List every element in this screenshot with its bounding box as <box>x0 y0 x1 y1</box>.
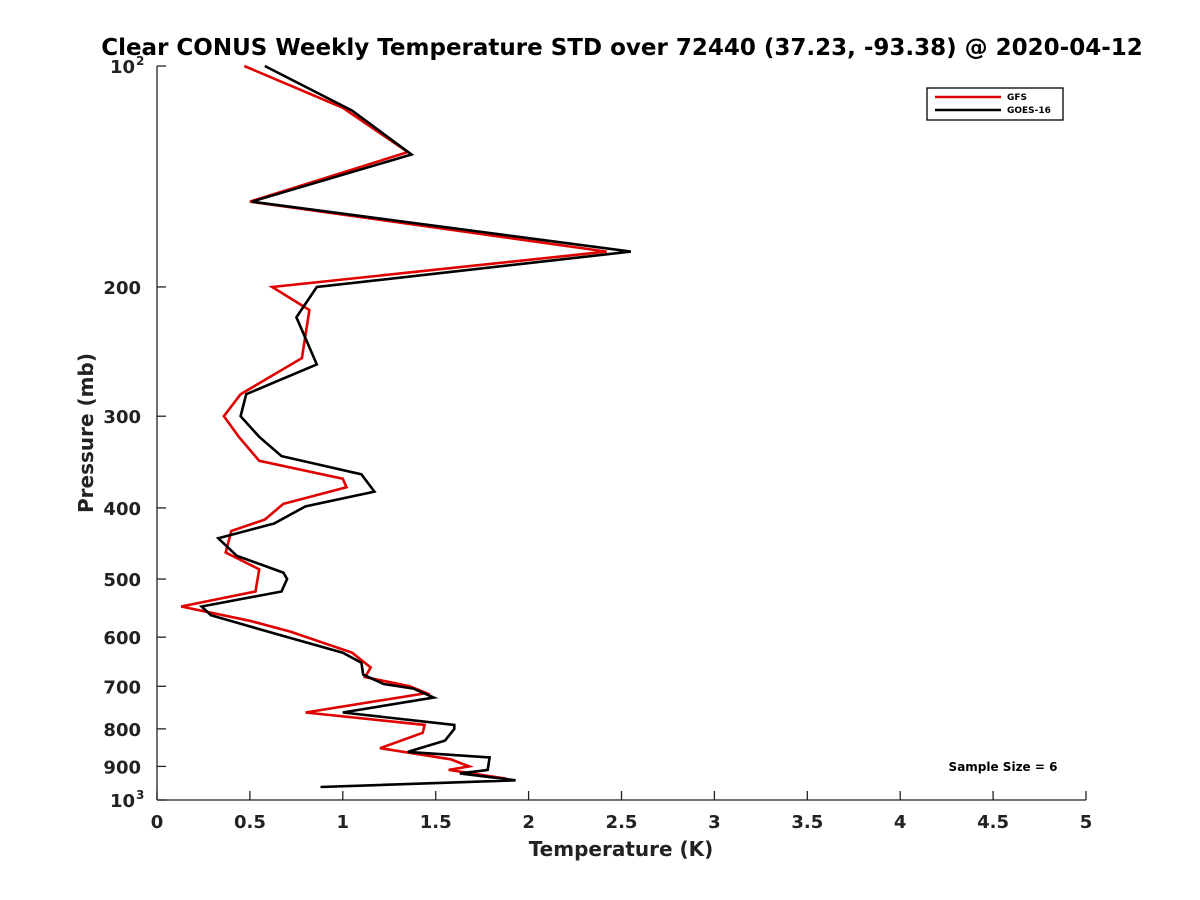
y-tick-label: 600 <box>103 628 141 649</box>
y-tick-base: 10 <box>110 57 135 78</box>
y-tick-label: 800 <box>103 720 141 741</box>
x-tick-label: 3.5 <box>791 812 823 833</box>
sample-size-annotation: Sample Size = 6 <box>949 760 1058 774</box>
y-tick-label: 300 <box>103 407 141 428</box>
y-tick-base: 500 <box>103 570 141 591</box>
series-layer <box>180 64 631 789</box>
y-tick-label: 400 <box>103 499 141 520</box>
y-tick-base: 800 <box>103 720 141 741</box>
y-tick-base: 900 <box>103 757 141 778</box>
x-axis: 0 0.5 1 1.5 2 2.5 3 3.5 4 4.5 5 <box>151 791 1093 833</box>
y-tick-base: 300 <box>103 407 141 428</box>
x-tick-label: 2.5 <box>606 812 638 833</box>
x-tick-label: 4 <box>894 812 907 833</box>
x-tick-label: 0 <box>151 812 164 833</box>
y-tick-base: 400 <box>103 499 141 520</box>
y-tick-base: 10 <box>110 791 135 812</box>
x-tick-label: 3 <box>708 812 721 833</box>
series-line-goes-16 <box>198 64 631 789</box>
y-tick-label: 102 <box>110 54 144 78</box>
y-tick-base: 200 <box>103 278 141 299</box>
y-tick-label: 200 <box>103 278 141 299</box>
legend: GFS GOES-16 <box>926 87 1064 121</box>
y-tick-label: 103 <box>110 788 144 812</box>
y-tick-exponent: 2 <box>136 54 144 68</box>
y-tick-label: 500 <box>103 570 141 591</box>
y-axis-label: Pressure (mb) <box>74 353 98 513</box>
y-tick-label: 700 <box>103 677 141 698</box>
chart-title: Clear CONUS Weekly Temperature STD over … <box>101 35 1143 61</box>
legend-box <box>926 87 1064 121</box>
y-tick-exponent: 3 <box>136 788 144 802</box>
y-tick-base: 700 <box>103 677 141 698</box>
legend-entry: GFS <box>1007 93 1027 103</box>
x-tick-label: 0.5 <box>234 812 266 833</box>
x-axis-label: Temperature (K) <box>529 837 714 861</box>
y-tick-label: 900 <box>103 757 141 778</box>
x-tick-label: 1.5 <box>420 812 452 833</box>
plot-area <box>156 66 1086 801</box>
x-tick-label: 1 <box>337 812 350 833</box>
y-tick-base: 600 <box>103 628 141 649</box>
x-tick-label: 2 <box>522 812 535 833</box>
legend-entry: GOES-16 <box>1007 106 1051 116</box>
x-tick-label: 4.5 <box>977 812 1009 833</box>
x-tick-label: 5 <box>1080 812 1093 833</box>
